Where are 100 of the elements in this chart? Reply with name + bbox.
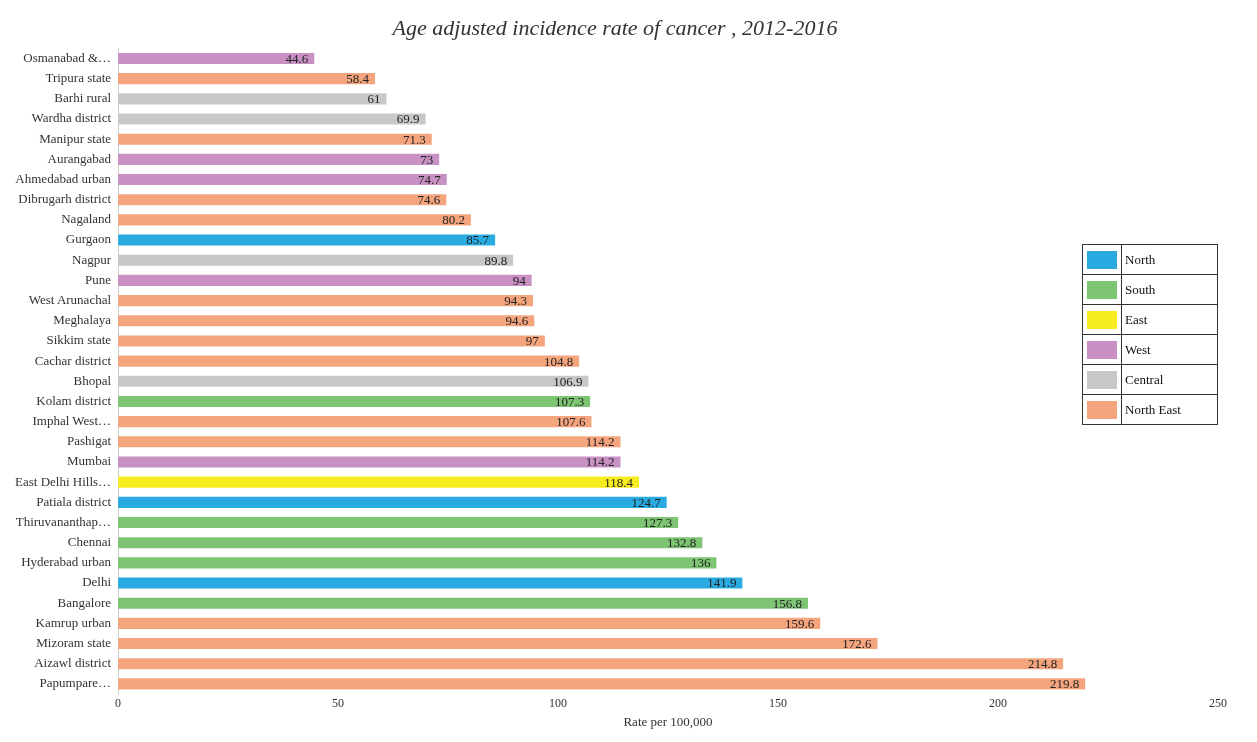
data-label: 89.8 — [484, 252, 508, 268]
y-tick-label: Mumbai — [66, 453, 112, 469]
y-tick-label: Papumpare… — [39, 675, 112, 691]
bar — [118, 577, 743, 589]
data-label: 80.2 — [442, 212, 465, 228]
x-tick-label: 150 — [769, 696, 788, 711]
y-tick-label: Osmanabad &… — [23, 49, 112, 65]
data-label: 214.8 — [1027, 656, 1058, 672]
data-label: 74.7 — [417, 171, 442, 187]
bar — [118, 375, 589, 387]
bar — [118, 658, 1064, 670]
data-label: 107.6 — [556, 414, 586, 430]
y-tick-label: Kamrup urban — [35, 614, 112, 630]
legend-label: East — [1125, 311, 1148, 327]
bar — [118, 214, 471, 226]
y-tick-label: Aizawl district — [34, 655, 112, 671]
data-label: 114.2 — [585, 434, 615, 450]
data-label: 104.8 — [543, 353, 574, 369]
bar — [118, 113, 426, 125]
y-tick-label: Wardha district — [31, 110, 112, 126]
data-label: 141.9 — [707, 575, 737, 591]
y-tick-label: Pune — [85, 271, 112, 287]
data-label: 74.6 — [417, 192, 441, 208]
bar — [118, 436, 621, 448]
legend-label: West — [1125, 341, 1151, 357]
bar — [118, 194, 447, 206]
data-label: 156.8 — [772, 595, 802, 611]
data-label: 69.9 — [396, 111, 420, 127]
data-label: 94.6 — [505, 313, 529, 329]
data-label: 94.3 — [504, 293, 527, 309]
legend-label: North East — [1125, 401, 1181, 417]
bar — [118, 93, 387, 105]
data-label: 94 — [512, 272, 527, 288]
bar — [118, 52, 315, 65]
data-label: 127.3 — [642, 514, 673, 530]
data-label: 132.8 — [667, 535, 697, 551]
y-tick-label: Gurgaon — [65, 231, 112, 247]
data-label: 107.3 — [554, 393, 585, 409]
y-tick-label: Dibrugarh district — [18, 191, 112, 207]
data-label: 124.7 — [631, 494, 662, 510]
y-tick-label: Barhi rural — [54, 90, 112, 106]
legend-label: Central — [1125, 371, 1164, 387]
bar — [118, 335, 545, 347]
data-label: 219.8 — [1049, 676, 1080, 692]
data-label: 58.4 — [346, 71, 370, 87]
y-tick-label: Delhi — [82, 574, 112, 590]
y-tick-label: Nagaland — [61, 211, 112, 227]
bar — [118, 617, 821, 629]
y-tick-label: Chennai — [67, 534, 112, 550]
bar — [118, 153, 440, 165]
y-tick-label: Thiruvananthap… — [15, 513, 112, 529]
data-label: 71.3 — [403, 131, 426, 147]
x-tick-label: 250 — [1209, 696, 1227, 711]
y-tick-label: Tripura state — [45, 70, 112, 86]
data-label: 172.6 — [842, 635, 872, 651]
bar — [118, 73, 375, 85]
data-label: 106.9 — [553, 373, 583, 389]
bar — [118, 355, 580, 367]
data-label: 114.2 — [585, 454, 615, 470]
x-tick-label: 50 — [332, 696, 345, 711]
x-tick-label: 0 — [115, 696, 122, 711]
y-tick-label: West Arunachal — [28, 292, 112, 308]
bar — [118, 173, 447, 186]
y-tick-label: Aurangabad — [47, 150, 112, 166]
y-tick-label: Ahmedabad urban — [15, 170, 112, 186]
data-label: 136 — [690, 555, 711, 571]
data-label: 85.7 — [466, 232, 490, 248]
y-tick-label: Patiala district — [36, 493, 112, 509]
y-tick-label: Mizoram state — [36, 634, 112, 650]
chart-title: Age adjusted incidence rate of cancer , 2012-2016 — [390, 14, 838, 40]
bar — [118, 456, 621, 468]
bar — [118, 476, 639, 488]
y-tick-label: Hyderabad urban — [21, 554, 112, 570]
y-tick-label: Pashigat — [66, 433, 112, 449]
data-label: 159.6 — [785, 615, 815, 631]
legend-label: South — [1125, 281, 1156, 297]
bar — [118, 315, 535, 327]
bar — [118, 133, 432, 145]
bar — [118, 395, 591, 408]
y-tick-label: Manipur state — [39, 130, 112, 146]
bar — [118, 597, 808, 609]
y-tick-label: Kolam district — [36, 392, 112, 408]
bar — [118, 274, 532, 286]
bar — [118, 638, 878, 650]
y-tick-label: Bangalore — [57, 594, 112, 610]
y-tick-label: Cachar district — [34, 352, 112, 368]
y-tick-label: Meghalaya — [53, 312, 112, 328]
data-label: 61 — [367, 91, 381, 107]
bar — [118, 496, 667, 508]
x-tick-label: 200 — [989, 696, 1008, 711]
bar — [118, 254, 514, 266]
bar — [118, 537, 703, 549]
bar — [118, 516, 679, 529]
y-tick-label: Nagpur — [72, 251, 112, 267]
x-axis-title: Rate per 100,000 — [623, 713, 713, 729]
y-tick-label: Bhopal — [73, 372, 112, 388]
y-tick-label: East Delhi Hills… — [15, 473, 112, 489]
x-tick-label: 100 — [549, 696, 568, 711]
data-label: 118.4 — [604, 474, 634, 490]
bar — [118, 678, 1086, 690]
